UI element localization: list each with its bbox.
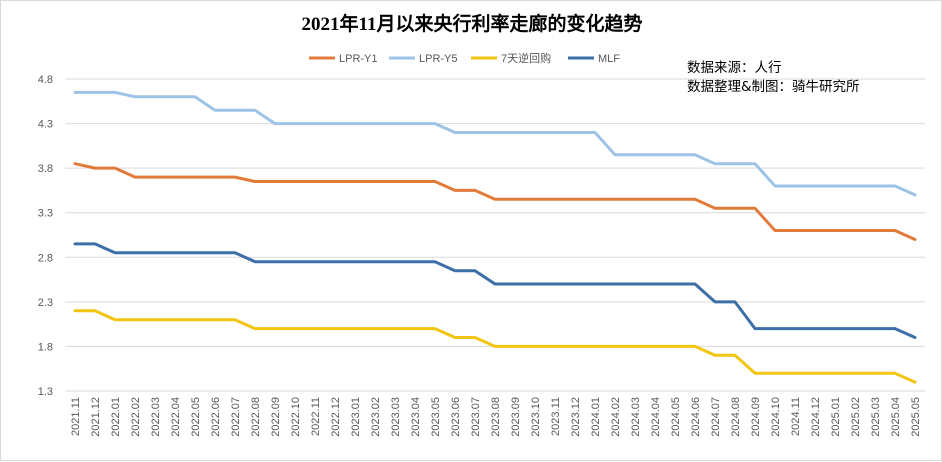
x-tick-label: 2021.11 (70, 397, 82, 436)
x-tick-label: 2024.04 (650, 397, 662, 437)
x-tick-label: 2023.10 (530, 397, 542, 437)
x-tick-label: 2022.05 (190, 397, 202, 437)
x-tick-label: 2023.04 (410, 397, 422, 437)
y-tick-label: 1.3 (38, 386, 53, 398)
legend-label: MLF (598, 53, 620, 65)
x-tick-label: 2025.04 (890, 397, 902, 437)
x-tick-label: 2023.08 (490, 397, 502, 437)
x-tick-label: 2023.02 (370, 397, 382, 437)
x-tick-label: 2024.07 (710, 397, 722, 437)
x-tick-label: 2022.08 (250, 397, 262, 437)
x-tick-label: 2025.02 (850, 397, 862, 437)
x-tick-label: 2022.11 (310, 397, 322, 436)
x-tick-label: 2022.07 (230, 397, 242, 437)
x-tick-label: 2024.12 (810, 397, 822, 437)
x-tick-label: 2024.02 (610, 397, 622, 437)
x-tick-label: 2024.01 (590, 397, 602, 437)
x-tick-label: 2023.03 (390, 397, 402, 437)
x-tick-label: 2022.04 (170, 397, 182, 437)
x-tick-label: 2022.10 (290, 397, 302, 437)
x-tick-label: 2023.12 (570, 397, 582, 437)
x-tick-label: 2023.06 (450, 397, 462, 437)
x-tick-label: 2025.03 (870, 397, 882, 437)
y-tick-label: 4.8 (38, 74, 53, 86)
y-tick-label: 3.3 (38, 208, 53, 220)
y-tick-label: 1.8 (38, 341, 53, 353)
x-tick-label: 2022.06 (210, 397, 222, 437)
x-tick-label: 2021.12 (90, 397, 102, 437)
x-tick-label: 2024.05 (670, 397, 682, 437)
legend-label: 7天逆回购 (501, 51, 551, 65)
x-tick-label: 2025.01 (830, 397, 842, 437)
legend-label: LPR-Y5 (419, 53, 458, 65)
x-tick-label: 2023.07 (470, 397, 482, 437)
series-line (73, 309, 917, 384)
source-note: 数据来源：人行 数据整理&制图：骑牛研究所 (687, 59, 860, 97)
source-line: 数据整理&制图：骑牛研究所 (687, 79, 860, 95)
y-tick-label: 3.8 (38, 163, 53, 175)
x-tick-label: 2023.01 (350, 397, 362, 437)
x-tick-label: 2024.06 (690, 397, 702, 437)
chart-title: 2021年11月以来央行利率走廊的变化趋势 (301, 14, 643, 35)
y-tick-label: 4.3 (38, 119, 53, 131)
x-tick-label: 2022.02 (130, 397, 142, 437)
x-tick-label: 2022.01 (110, 397, 122, 437)
source-line: 数据来源：人行 (687, 60, 782, 76)
x-tick-label: 2023.05 (430, 397, 442, 437)
x-tick-label: 2023.11 (550, 397, 562, 436)
y-tick-label: 2.8 (38, 252, 53, 264)
x-tick-label: 2023.09 (510, 397, 522, 437)
x-tick-label: 2024.03 (630, 397, 642, 437)
x-tick-label: 2025.05 (910, 397, 922, 437)
series-line (73, 162, 917, 241)
x-tick-label: 2024.09 (750, 397, 762, 437)
legend-label: LPR-Y1 (339, 53, 378, 65)
series-line (73, 90, 917, 197)
x-tick-label: 2022.12 (330, 397, 342, 437)
x-tick-label: 2024.11 (790, 397, 802, 436)
x-tick-label: 2022.03 (150, 397, 162, 437)
y-tick-label: 2.3 (38, 297, 53, 309)
x-tick-label: 2024.08 (730, 397, 742, 437)
series-line (73, 242, 917, 339)
x-tick-label: 2022.09 (270, 397, 282, 437)
x-tick-label: 2024.10 (770, 397, 782, 437)
